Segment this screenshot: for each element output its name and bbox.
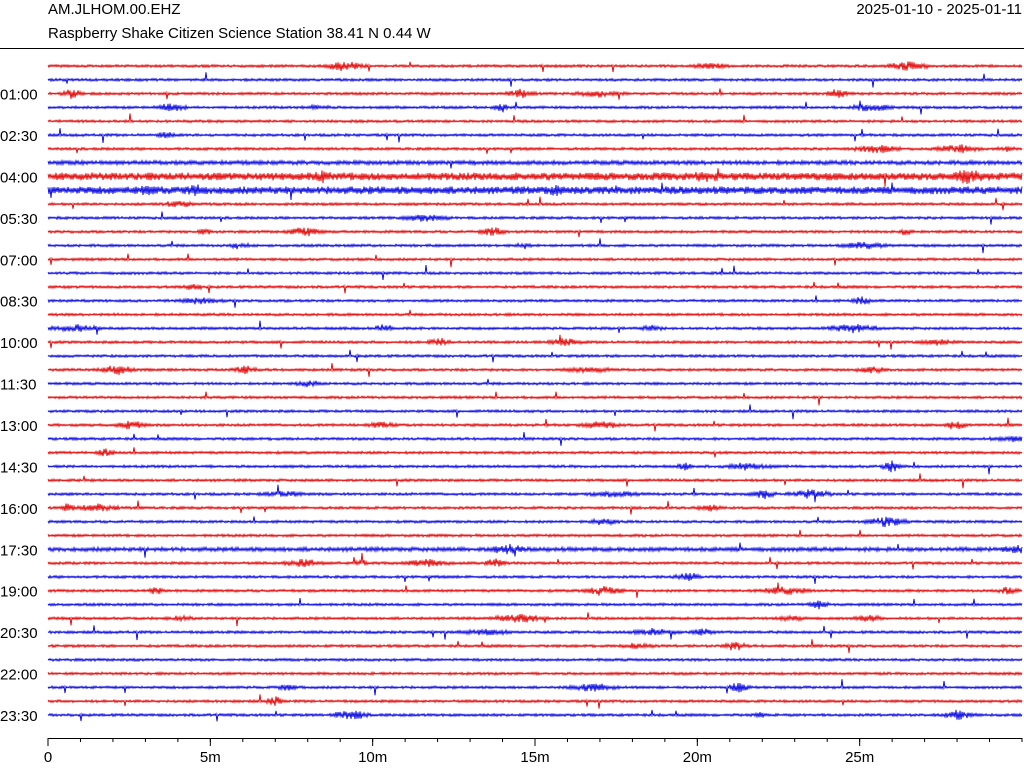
trace <box>47 362 1023 377</box>
trace <box>47 128 1023 144</box>
station-info: Raspberry Shake Citizen Science Station … <box>48 25 432 42</box>
trace <box>47 100 1023 115</box>
trace <box>47 432 1023 446</box>
row-label: 07:00 <box>0 252 38 269</box>
row-label: 20:30 <box>0 625 38 642</box>
x-tick-label: 0 <box>44 749 52 766</box>
row-label: 02:30 <box>0 128 38 145</box>
x-tick-label: 10m <box>358 749 387 766</box>
trace <box>47 61 1023 73</box>
trace <box>47 196 1023 211</box>
row-label: 04:00 <box>0 169 38 186</box>
trace <box>47 612 1023 627</box>
trace <box>47 542 1023 558</box>
trace <box>47 281 1023 294</box>
trace <box>47 309 1023 318</box>
trace <box>47 295 1023 308</box>
trace <box>47 582 1023 598</box>
row-label: 22:00 <box>0 667 38 684</box>
row-label: 10:00 <box>0 335 38 352</box>
trace <box>47 253 1023 268</box>
trace <box>47 500 1023 515</box>
row-label: 08:30 <box>0 294 38 311</box>
trace <box>47 168 1023 187</box>
trace <box>47 484 1023 503</box>
trace <box>47 447 1023 458</box>
trace <box>47 158 1023 169</box>
trace <box>47 709 1023 722</box>
x-tick-label: 5m <box>200 749 221 766</box>
row-label: 17:30 <box>0 542 38 559</box>
x-tick-label: 20m <box>683 749 712 766</box>
trace <box>47 572 1023 584</box>
trace <box>47 265 1023 281</box>
row-label: 11:30 <box>0 377 36 394</box>
trace <box>47 182 1023 201</box>
trace <box>47 238 1023 254</box>
x-tick-label: 25m <box>845 749 874 766</box>
trace <box>47 227 1023 238</box>
trace <box>47 670 1023 677</box>
x-tick-label: 15m <box>520 749 549 766</box>
trace <box>47 552 1023 570</box>
trace <box>47 144 1023 154</box>
trace <box>47 391 1023 406</box>
trace <box>47 639 1023 653</box>
row-label: 23:30 <box>0 708 38 725</box>
trace <box>47 349 1023 363</box>
trace <box>47 460 1023 475</box>
trace <box>47 334 1023 350</box>
trace <box>47 625 1023 641</box>
trace <box>47 417 1023 432</box>
trace <box>47 320 1023 335</box>
row-label: 01:00 <box>0 87 38 104</box>
trace <box>47 378 1023 388</box>
trace <box>47 529 1023 539</box>
trace <box>47 598 1023 610</box>
row-label: 16:00 <box>0 501 38 518</box>
row-label: 14:30 <box>0 459 38 476</box>
trace <box>47 473 1023 489</box>
station-code: AM.JLHOM.00.EHZ <box>48 1 181 18</box>
date-range: 2025-01-10 - 2025-01-11 <box>856 1 1022 18</box>
trace <box>47 72 1023 88</box>
trace <box>47 88 1023 100</box>
trace <box>47 657 1023 663</box>
trace <box>47 694 1023 709</box>
row-label: 05:30 <box>0 211 38 228</box>
trace <box>47 404 1023 420</box>
row-label: 19:00 <box>0 584 38 601</box>
trace <box>47 679 1023 696</box>
row-label: 13:00 <box>0 418 38 435</box>
trace <box>47 211 1023 225</box>
trace <box>47 516 1023 528</box>
trace <box>47 113 1023 124</box>
